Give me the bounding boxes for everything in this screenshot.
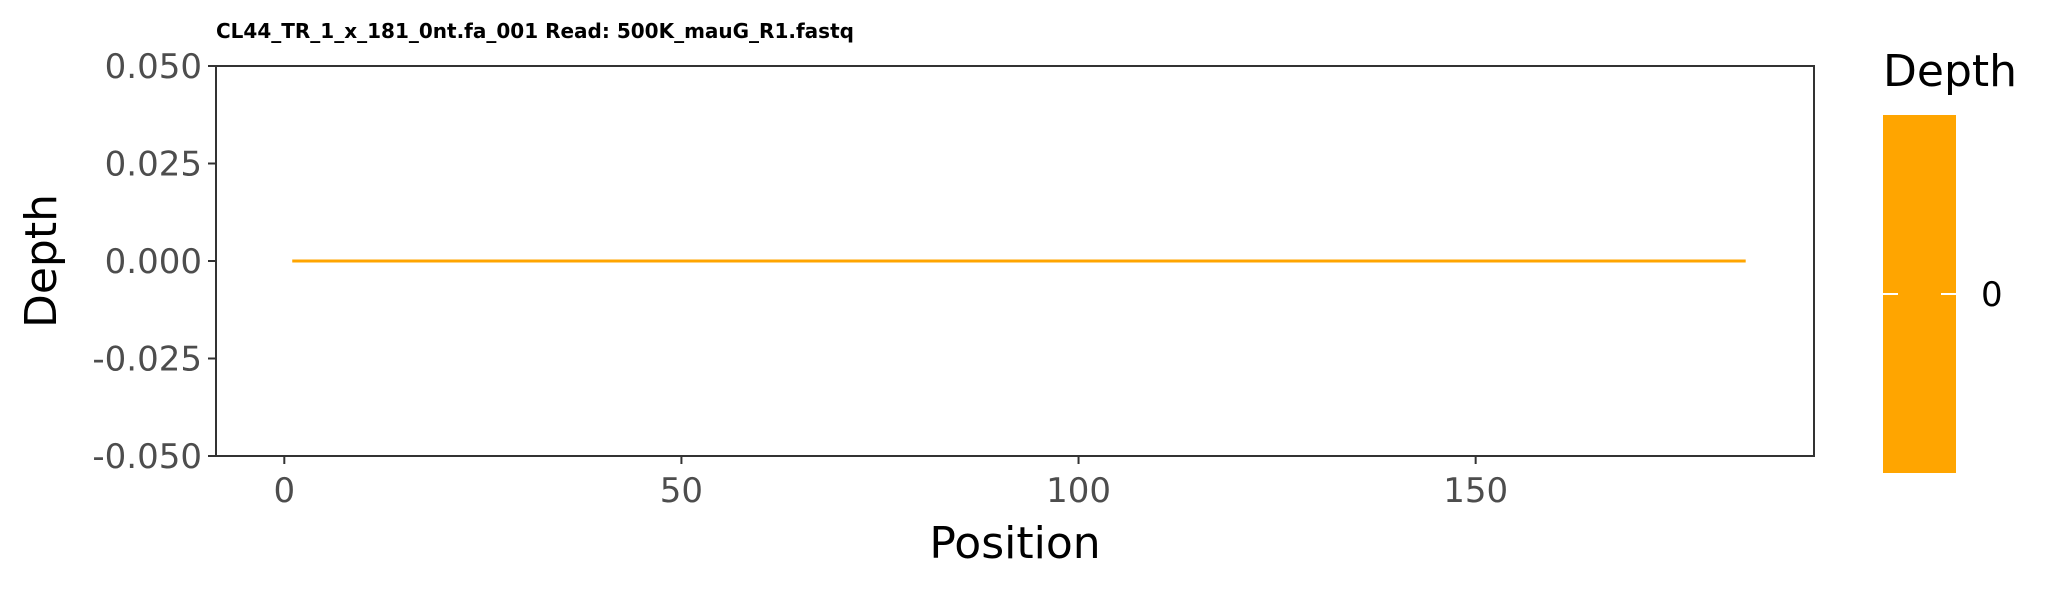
y-tick-label: 0.050	[105, 47, 202, 87]
y-axis-title: Depth	[16, 194, 67, 328]
legend-label-0: 0	[1981, 275, 2003, 315]
y-tick-label: -0.050	[92, 437, 202, 477]
y-tick-label: 0.025	[105, 145, 202, 185]
y-axis: -0.050 -0.025 0.000 0.025 0.050	[92, 47, 216, 477]
x-axis-title: Position	[929, 518, 1100, 569]
x-tick-label: 0	[273, 471, 295, 511]
legend-title: Depth	[1883, 46, 2017, 97]
x-tick-label: 100	[1046, 471, 1111, 511]
x-tick-label: 50	[660, 471, 703, 511]
y-tick-label: -0.025	[92, 340, 202, 380]
color-legend: Depth 0	[1883, 46, 2017, 473]
x-tick-label: 150	[1443, 471, 1508, 511]
chart-title: CL44_TR_1_x_181_0nt.fa_001 Read: 500K_ma…	[216, 19, 854, 43]
x-axis: 0 50 100 150	[273, 456, 1508, 511]
y-tick-label: 0.000	[105, 242, 202, 282]
plot-area	[215, 65, 1815, 457]
